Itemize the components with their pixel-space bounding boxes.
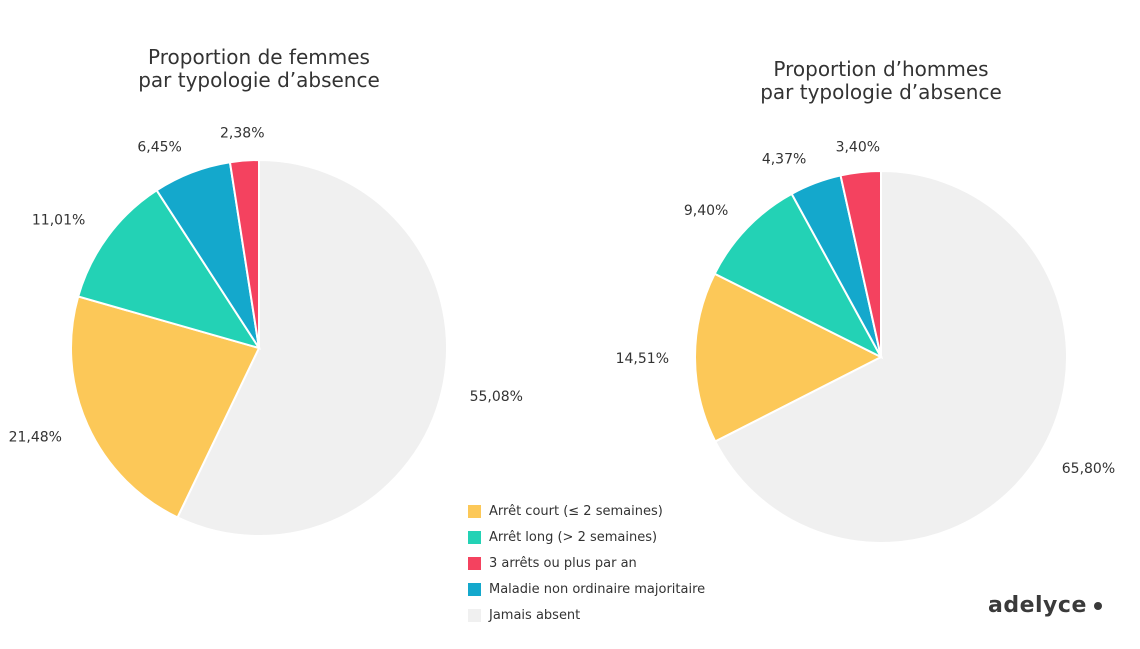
pie-label-femmes-arret-court: 21,48% xyxy=(9,430,62,446)
pie-slice-femmes-arret-long xyxy=(76,188,262,350)
brand-dot-icon xyxy=(1093,602,1102,610)
pie-slice-femmes-jamais xyxy=(176,158,448,537)
pie-slice-hommes-arret-court xyxy=(694,272,884,443)
brand-logo: adelyce xyxy=(988,593,1102,618)
chart-title-femmes-line1: Proportion de femmes xyxy=(148,45,370,69)
legend-item-arret-long: Arrêt long (> 2 semaines) xyxy=(468,524,705,550)
pie-slice-hommes-jamais xyxy=(713,169,1068,544)
legend: Arrêt court (≤ 2 semaines) Arrêt long (>… xyxy=(468,498,705,628)
chart-title-femmes: Proportion de femmes par typologie d’abs… xyxy=(79,46,439,92)
pie-label-hommes-arret-long: 9,40% xyxy=(684,203,728,219)
legend-item-arret-court: Arrêt court (≤ 2 semaines) xyxy=(468,498,705,524)
pie-label-femmes-maladie: 6,45% xyxy=(137,139,181,155)
pie-slice-femmes-trois-arrets xyxy=(228,158,260,349)
legend-swatch-arret-long xyxy=(468,530,481,544)
legend-label-maladie: Maladie non ordinaire majoritaire xyxy=(489,581,706,597)
pie-label-hommes-maladie: 4,37% xyxy=(762,152,806,168)
chart-title-hommes: Proportion d’hommes par typologie d’abse… xyxy=(701,58,1061,104)
pie-label-femmes-jamais: 55,08% xyxy=(470,389,523,405)
pie-label-hommes-arret-court: 14,51% xyxy=(616,351,669,367)
pie-label-hommes-jamais: 65,80% xyxy=(1062,461,1115,477)
legend-swatch-jamais xyxy=(468,608,481,622)
legend-label-trois-arrets: 3 arrêts ou plus par an xyxy=(489,555,637,571)
legend-label-arret-long: Arrêt long (> 2 semaines) xyxy=(489,529,658,545)
chart-title-femmes-line2: par typologie d’absence xyxy=(138,68,380,92)
legend-swatch-arret-court xyxy=(468,504,481,518)
pie-label-femmes-trois-arrets: 2,38% xyxy=(220,126,264,142)
pie-slice-hommes-trois-arrets xyxy=(839,169,882,358)
legend-label-jamais: Jamais absent xyxy=(489,607,581,623)
chart-title-hommes-line2: par typologie d’absence xyxy=(760,80,1002,104)
pie-slice-hommes-arret-long xyxy=(713,192,884,360)
legend-item-maladie: Maladie non ordinaire majoritaire xyxy=(468,576,705,602)
pie-slice-femmes-arret-court xyxy=(70,295,261,519)
brand-name: adelyce xyxy=(988,593,1087,618)
legend-label-arret-court: Arrêt court (≤ 2 semaines) xyxy=(489,503,663,519)
pie-label-femmes-arret-long: 11,01% xyxy=(32,213,85,229)
legend-item-jamais: Jamais absent xyxy=(468,602,705,628)
pie-label-hommes-trois-arrets: 3,40% xyxy=(836,139,880,155)
legend-item-trois-arrets: 3 arrêts ou plus par an xyxy=(468,550,705,576)
legend-swatch-maladie xyxy=(468,582,481,596)
legend-swatch-trois-arrets xyxy=(468,556,481,570)
chart-title-hommes-line1: Proportion d’hommes xyxy=(773,57,989,81)
